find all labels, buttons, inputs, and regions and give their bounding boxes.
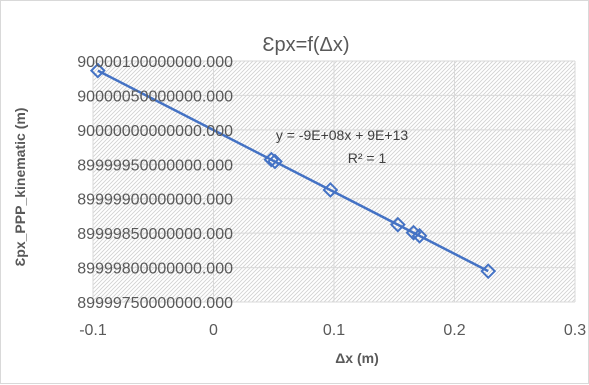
y-axis-title: Ɛpx_PPP_kinematic (m): [12, 108, 28, 267]
data-points: [89, 62, 497, 280]
y-tick-label: 89999950000000.000: [77, 157, 233, 174]
data-point: [89, 62, 106, 79]
y-tick-labels: 89999750000000.000 89999800000000.000 8999…: [77, 54, 233, 312]
x-tick-labels: -0.1 0 0.1 0.2 0.3: [79, 322, 586, 339]
data-point: [411, 227, 428, 244]
trendline-equation: y = -9E+08x + 9E+13: [276, 127, 409, 143]
y-tick-label: 90000050000000.000: [77, 88, 233, 105]
gridlines: [92, 60, 576, 303]
x-tick-label: 0.3: [564, 322, 586, 339]
data-point: [263, 151, 280, 168]
y-tick-label: 89999800000000.000: [77, 261, 233, 278]
x-tick-label: -0.1: [79, 322, 107, 339]
trendline-r-squared: R² = 1: [348, 150, 387, 166]
chart-title: Ɛpx=f(Δx): [262, 34, 349, 56]
data-point: [389, 216, 406, 233]
x-tick-label: 0.1: [323, 322, 345, 339]
x-axis-title: Δx (m): [335, 350, 379, 366]
data-point: [480, 263, 497, 280]
data-point: [267, 153, 283, 170]
y-tick-label: 89999900000000.000: [77, 192, 233, 209]
y-tick-label: 89999750000000.000: [77, 295, 233, 312]
x-tick-label: 0: [209, 322, 218, 339]
x-tick-label: 0.2: [443, 322, 465, 339]
y-tick-label: 90000100000000.000: [77, 54, 233, 71]
y-tick-label: 89999850000000.000: [77, 226, 233, 243]
data-point: [322, 182, 339, 198]
y-tick-label: 90000000000000.000: [77, 123, 233, 140]
